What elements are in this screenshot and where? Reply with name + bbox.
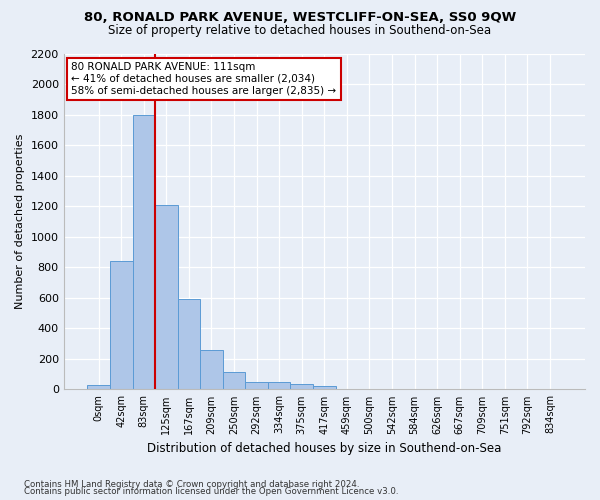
Bar	[245, 382, 268, 390]
Bar	[155, 205, 178, 390]
Text: Contains HM Land Registry data © Crown copyright and database right 2024.: Contains HM Land Registry data © Crown c…	[24, 480, 359, 489]
Bar	[290, 384, 313, 390]
Bar	[110, 262, 133, 390]
Bar	[178, 300, 200, 390]
Bar	[200, 350, 223, 390]
Y-axis label: Number of detached properties: Number of detached properties	[15, 134, 25, 310]
Bar	[268, 382, 290, 390]
Bar	[133, 115, 155, 390]
Text: Size of property relative to detached houses in Southend-on-Sea: Size of property relative to detached ho…	[109, 24, 491, 37]
Bar	[313, 386, 335, 390]
Bar	[223, 372, 245, 390]
X-axis label: Distribution of detached houses by size in Southend-on-Sea: Distribution of detached houses by size …	[147, 442, 502, 455]
Bar	[88, 385, 110, 390]
Text: 80 RONALD PARK AVENUE: 111sqm
← 41% of detached houses are smaller (2,034)
58% o: 80 RONALD PARK AVENUE: 111sqm ← 41% of d…	[71, 62, 337, 96]
Text: Contains public sector information licensed under the Open Government Licence v3: Contains public sector information licen…	[24, 487, 398, 496]
Text: 80, RONALD PARK AVENUE, WESTCLIFF-ON-SEA, SS0 9QW: 80, RONALD PARK AVENUE, WESTCLIFF-ON-SEA…	[84, 11, 516, 24]
